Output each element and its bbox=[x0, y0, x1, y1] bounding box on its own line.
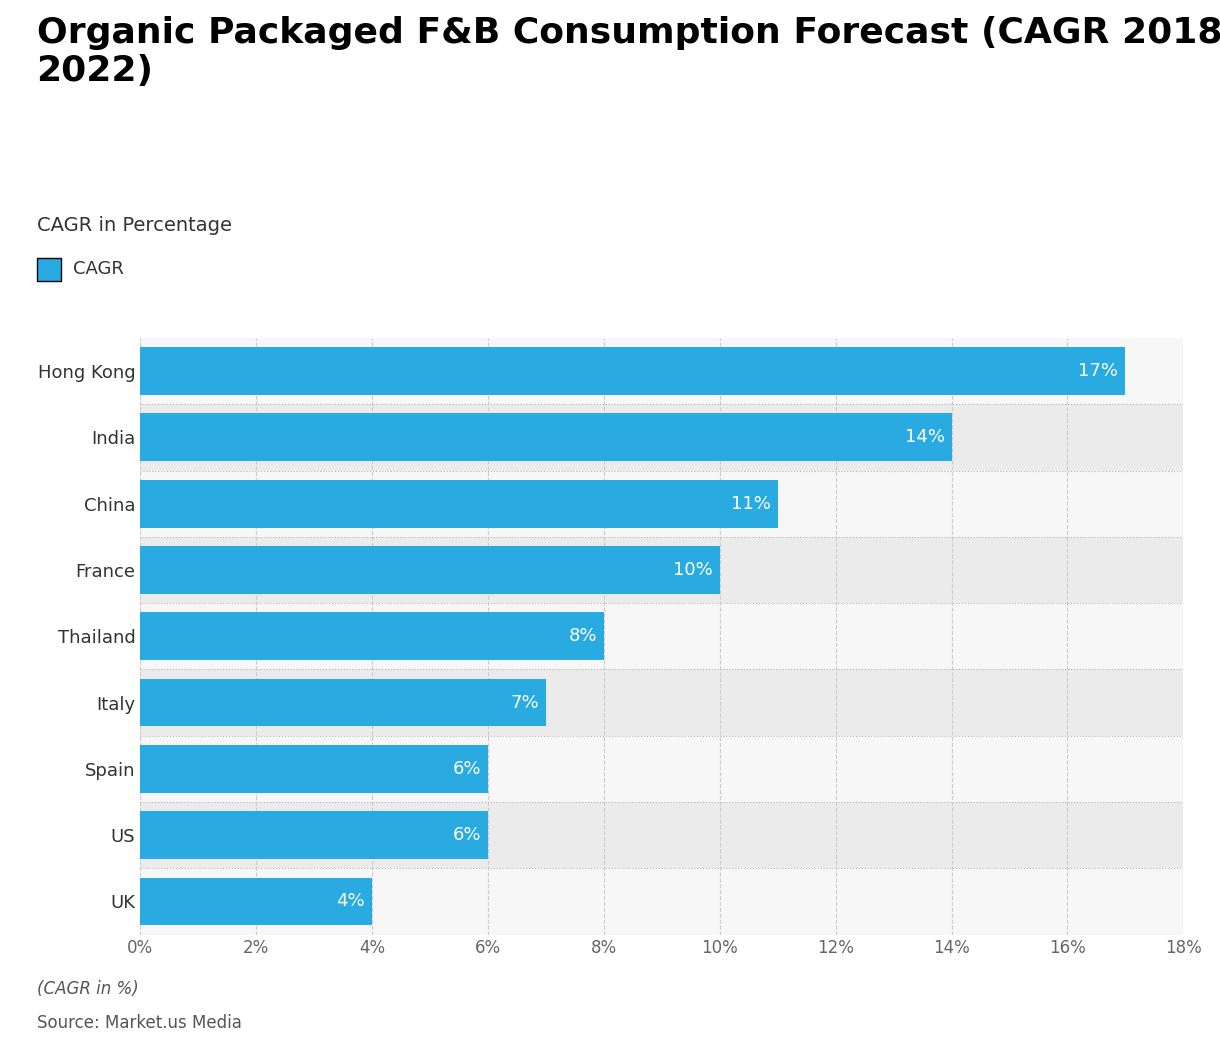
Bar bbox=[140, 536, 1183, 603]
Text: Organic Packaged F&B Consumption Forecast (CAGR 2018-
2022): Organic Packaged F&B Consumption Forecas… bbox=[37, 16, 1220, 88]
Text: 17%: 17% bbox=[1078, 362, 1119, 380]
Bar bbox=[140, 868, 1183, 935]
Text: 4%: 4% bbox=[337, 892, 365, 910]
Bar bbox=[140, 347, 1125, 395]
Bar bbox=[140, 404, 1183, 471]
Text: 11%: 11% bbox=[731, 494, 771, 512]
Text: 6%: 6% bbox=[453, 760, 481, 778]
Bar bbox=[140, 612, 604, 660]
Text: CAGR: CAGR bbox=[73, 260, 124, 279]
Bar bbox=[140, 338, 1183, 404]
Bar bbox=[140, 603, 1183, 670]
Text: Source: Market.us Media: Source: Market.us Media bbox=[37, 1014, 242, 1032]
Bar bbox=[140, 670, 1183, 736]
Text: (CAGR in %): (CAGR in %) bbox=[37, 980, 138, 998]
Text: 10%: 10% bbox=[673, 561, 712, 579]
Text: 7%: 7% bbox=[510, 694, 539, 712]
Text: 14%: 14% bbox=[905, 429, 944, 447]
Bar bbox=[140, 878, 372, 925]
Text: CAGR in Percentage: CAGR in Percentage bbox=[37, 216, 232, 235]
Text: 6%: 6% bbox=[453, 826, 481, 844]
Bar bbox=[140, 479, 777, 528]
Bar bbox=[140, 811, 488, 859]
Bar bbox=[140, 471, 1183, 536]
Bar bbox=[140, 802, 1183, 868]
Text: 8%: 8% bbox=[569, 627, 597, 645]
Bar bbox=[140, 679, 545, 727]
Bar bbox=[140, 546, 720, 593]
Bar bbox=[140, 744, 488, 793]
Bar bbox=[140, 736, 1183, 802]
Bar bbox=[140, 414, 952, 461]
